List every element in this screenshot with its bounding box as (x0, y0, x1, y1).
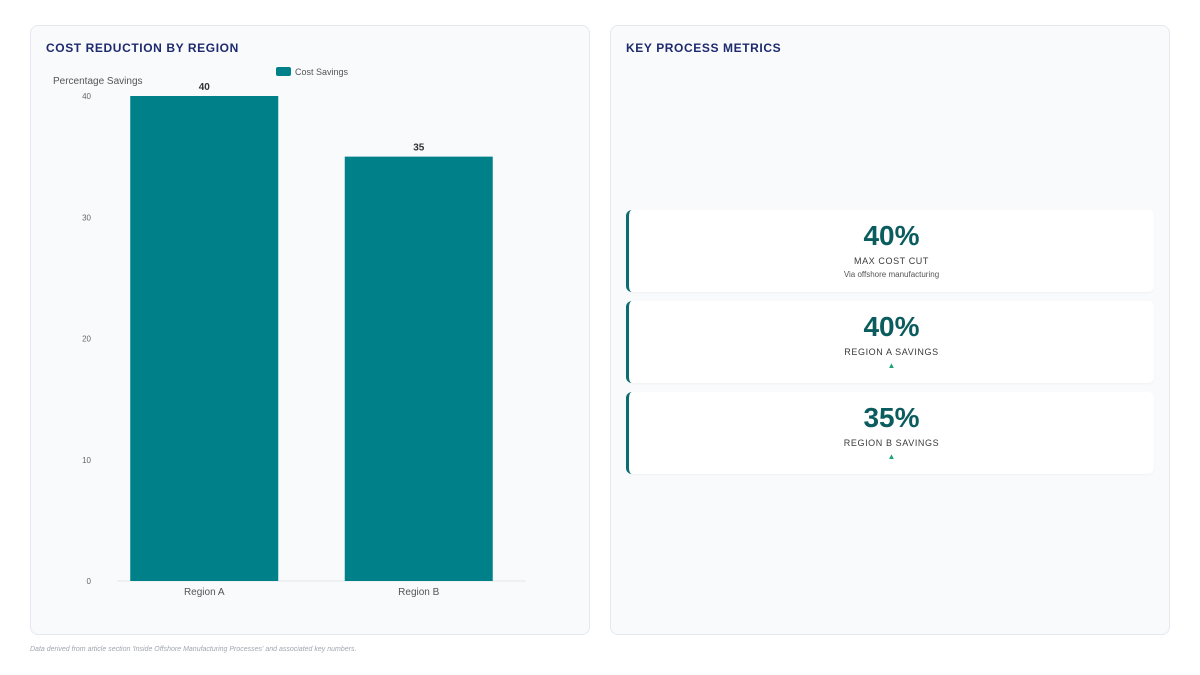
metric-value: 40% (863, 311, 920, 342)
y-axis-label: Percentage Savings (53, 76, 143, 87)
y-tick-label: 10 (82, 456, 91, 465)
metrics-panel: KEY PROCESS METRICS 40% MAX COST CUT Via… (610, 25, 1170, 635)
data-label: 35 (413, 143, 425, 154)
y-tick-label: 20 (82, 335, 91, 344)
y-tick-label: 30 (82, 213, 91, 222)
x-tick-label: Region A (184, 587, 225, 598)
metric-label: REGION B SAVINGS (843, 438, 940, 448)
chart-panel: COST REDUCTION BY REGION Cost Savings Per… (30, 25, 590, 635)
x-tick-label: Region B (398, 587, 439, 598)
metric-value: 40% (863, 220, 920, 251)
metric-card-region-a: 40% REGION A SAVINGS ▲ (626, 301, 1154, 383)
metric-subtext: Via offshore manufacturing (843, 270, 940, 279)
metric-card-region-b: 35% REGION B SAVINGS ▲ (626, 392, 1154, 474)
legend-swatch (276, 67, 291, 76)
bar-region-b (344, 156, 493, 581)
metric-card-max-cost-cut: 40% MAX COST CUT Via offshore manufactur… (626, 210, 1154, 292)
metric-label: MAX COST CUT (853, 256, 930, 266)
data-label: 40 (199, 82, 211, 93)
y-tick-label: 40 (82, 92, 91, 101)
trend-up-icon: ▲ (887, 452, 896, 461)
legend-label: Cost Savings (295, 67, 349, 77)
chart-title: COST REDUCTION BY REGION (46, 41, 239, 55)
bar-chart: Cost Savings Percentage Savings 0 10 20 30 40 4… (53, 67, 526, 598)
metric-label: REGION A SAVINGS (844, 347, 939, 357)
metrics-title: KEY PROCESS METRICS (626, 41, 782, 55)
metric-value: 35% (863, 402, 920, 433)
y-tick-label: 0 (87, 577, 92, 586)
trend-up-icon: ▲ (887, 361, 896, 370)
bar-region-a (130, 96, 279, 581)
footer-note: Data derived from article section 'Insid… (30, 646, 357, 653)
